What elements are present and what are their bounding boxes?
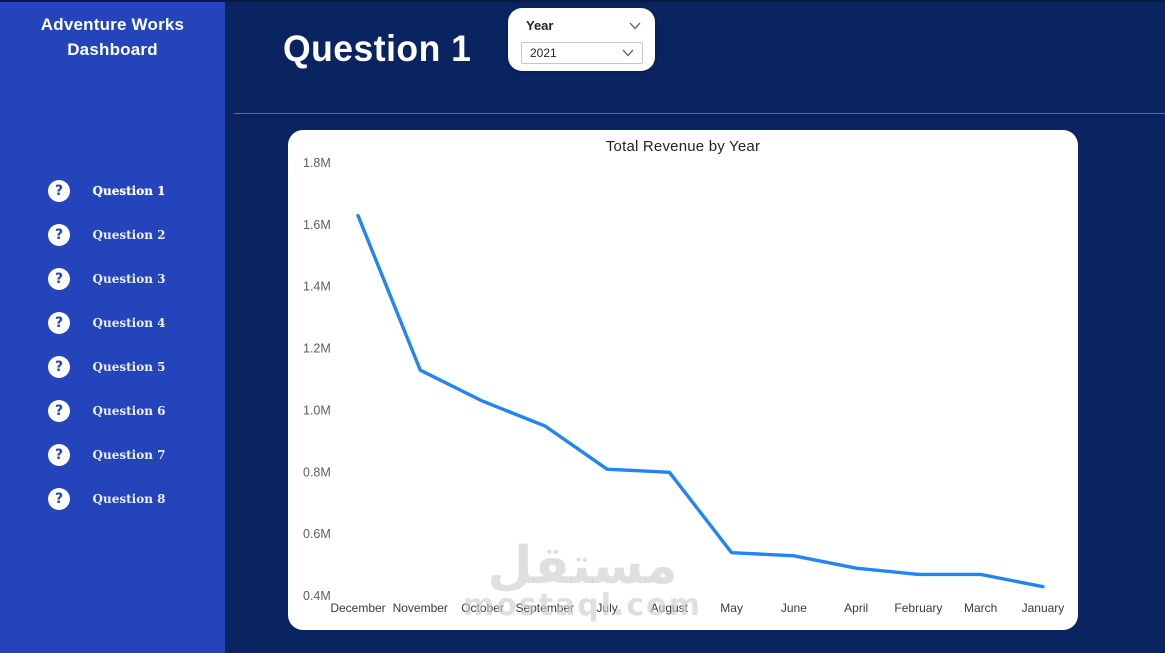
revenue-line-series[interactable]	[356, 213, 1045, 589]
page-title: Question 1	[283, 28, 472, 69]
app-title: Adventure Works Dashboard	[0, 13, 225, 62]
sidebar-item-question-3[interactable]: ? Question 3	[0, 257, 225, 301]
x-axis-tick-label: March	[964, 601, 997, 615]
x-axis-tick-label: June	[781, 601, 807, 615]
x-axis-tick-label: April	[844, 601, 868, 615]
question-mark-icon: ?	[48, 356, 70, 378]
question-mark-icon: ?	[48, 224, 70, 246]
sidebar-item-question-2[interactable]: ? Question 2	[0, 213, 225, 257]
sidebar-item-label: Question 8	[92, 492, 166, 506]
question-mark-icon: ?	[48, 268, 70, 290]
year-filter-card: Year 2021	[508, 8, 655, 71]
y-axis-tick-label: 1.2M	[303, 342, 331, 356]
x-axis-tick-label: July	[596, 601, 617, 615]
sidebar: Adventure Works Dashboard ? Question 1 ?…	[0, 0, 225, 653]
sidebar-item-label: Question 1	[92, 184, 166, 198]
chart-title: Total Revenue by Year	[605, 138, 761, 155]
chevron-down-icon	[629, 22, 641, 29]
app-title-line2: Dashboard	[67, 39, 158, 59]
sidebar-item-question-7[interactable]: ? Question 7	[0, 433, 225, 477]
question-mark-icon: ?	[48, 400, 70, 422]
y-axis-tick-label: 1.6M	[303, 218, 331, 232]
window-top-edge	[0, 0, 1165, 2]
x-axis-tick-label: September	[515, 601, 574, 615]
year-filter-header[interactable]: Year	[526, 18, 641, 33]
y-axis-tick-label: 0.8M	[303, 465, 331, 479]
question-mark-icon: ?	[48, 180, 70, 202]
sidebar-item-label: Question 4	[92, 316, 166, 330]
header-divider	[234, 113, 1165, 114]
x-axis-tick-label: October	[461, 601, 504, 615]
sidebar-item-question-5[interactable]: ? Question 5	[0, 345, 225, 389]
sidebar-item-label: Question 3	[92, 272, 166, 286]
year-filter-value: 2021	[530, 46, 557, 60]
question-mark-icon: ?	[48, 312, 70, 334]
year-filter-label: Year	[526, 18, 554, 33]
revenue-chart-card: Total Revenue by Year 1.8M 1.6M 1.4M 1.2M 1.…	[288, 130, 1078, 630]
question-mark-icon: ?	[48, 444, 70, 466]
x-axis-tick-label: January	[1022, 601, 1065, 615]
question-mark-icon: ?	[48, 488, 70, 510]
app-title-line1: Adventure Works	[40, 15, 185, 34]
y-axis-tick-label: 1.8M	[303, 156, 331, 170]
revenue-line-chart[interactable]: 1.8M 1.6M 1.4M 1.2M 1.0M 0.8M 0.6M 0.4MDecember…	[288, 130, 1078, 630]
x-axis-tick-label: December	[330, 601, 385, 615]
y-axis-tick-label: 0.6M	[303, 527, 331, 541]
sidebar-item-label: Question 7	[92, 448, 166, 462]
x-axis-tick-label: February	[894, 601, 942, 615]
x-axis-tick-label: August	[651, 601, 689, 615]
sidebar-item-label: Question 6	[92, 404, 166, 418]
sidebar-item-question-4[interactable]: ? Question 4	[0, 301, 225, 345]
sidebar-nav: ? Question 1 ? Question 2 ? Question 3 ?…	[0, 169, 225, 521]
x-axis-tick-label: November	[393, 601, 448, 615]
sidebar-item-question-8[interactable]: ? Question 8	[0, 477, 225, 521]
y-axis-tick-label: 1.0M	[303, 403, 331, 417]
y-axis-tick-label: 1.4M	[303, 280, 331, 294]
sidebar-item-label: Question 2	[92, 228, 166, 242]
sidebar-item-question-1[interactable]: ? Question 1	[0, 169, 225, 213]
y-axis-tick-label: 0.4M	[303, 589, 331, 603]
sidebar-item-question-6[interactable]: ? Question 6	[0, 389, 225, 433]
chevron-down-icon	[622, 49, 634, 57]
x-axis-tick-label: May	[720, 601, 743, 615]
year-filter-dropdown[interactable]: 2021	[521, 42, 643, 64]
sidebar-item-label: Question 5	[92, 360, 166, 374]
